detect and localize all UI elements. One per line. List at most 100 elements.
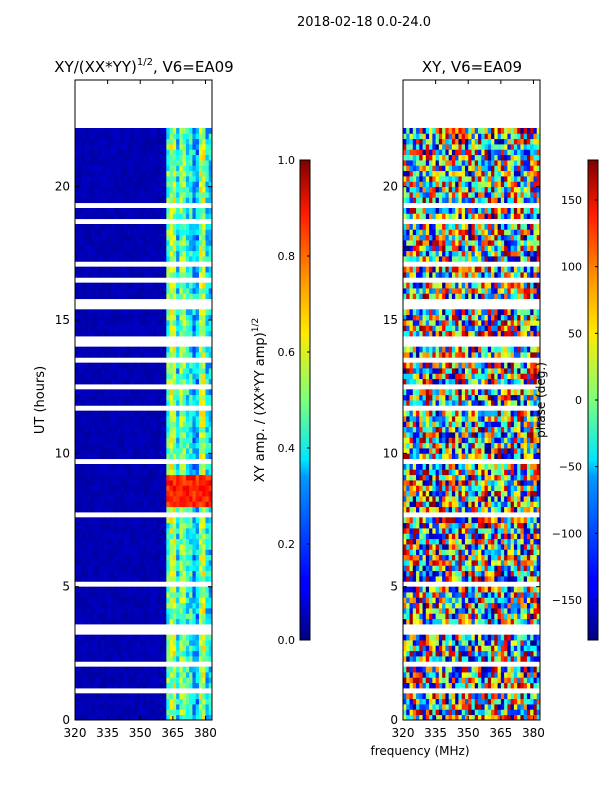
amplitude-cell [104, 186, 109, 193]
amplitude-cell [127, 597, 131, 604]
amplitude-cell [78, 480, 82, 486]
amplitude-cell [159, 709, 164, 716]
amplitude-cell [153, 714, 157, 721]
amplitude-cell [202, 213, 206, 220]
amplitude-cell [208, 346, 213, 353]
amplitude-cell [198, 618, 203, 625]
amplitude-cell [179, 640, 184, 646]
phase-cell [536, 704, 541, 710]
amplitude-cell [97, 576, 102, 582]
amplitude-cell [208, 544, 213, 550]
amplitude-cell [84, 133, 89, 140]
amplitude-cell [107, 672, 112, 678]
amplitude-cell [94, 373, 99, 380]
amplitude-cell [153, 549, 157, 556]
amplitude-cell [179, 672, 184, 678]
amplitude-cell [192, 368, 197, 374]
amplitude-cell [120, 197, 125, 204]
amplitude-cell [130, 197, 135, 204]
amplitude-cell [182, 138, 187, 145]
amplitude-cell [88, 314, 92, 321]
amplitude-cell [84, 469, 89, 476]
amplitude-cell [153, 394, 157, 401]
phase-cell [442, 618, 446, 625]
amplitude-cell [150, 560, 154, 566]
phase-cell [445, 645, 450, 652]
amplitude-cell [143, 186, 148, 193]
amplitude-cell [189, 176, 193, 182]
amplitude-cell [84, 186, 89, 193]
y-tick-label: 20 [55, 180, 70, 194]
phase-cell [416, 597, 420, 604]
amplitude-cell [195, 533, 200, 540]
phase-cell [504, 602, 508, 609]
phase-cell [487, 640, 492, 646]
amplitude-cell [91, 272, 95, 278]
amplitude-cell [97, 672, 102, 678]
amplitude-cell [91, 266, 95, 273]
amplitude-cell [163, 314, 167, 321]
amplitude-cell [114, 362, 118, 369]
amplitude-cell [81, 394, 86, 401]
amplitude-cell [159, 528, 164, 534]
amplitude-cell [182, 672, 187, 678]
amplitude-cell [94, 672, 99, 678]
phase-cell [455, 698, 459, 705]
amplitude-cell [159, 245, 164, 252]
amplitude-cell [117, 410, 122, 417]
amplitude-cell [81, 373, 86, 380]
phase-cell [500, 698, 505, 705]
amplitude-cell [75, 613, 79, 620]
amplitude-cell [123, 501, 128, 508]
amplitude-cell [81, 432, 86, 438]
amplitude-cell [205, 554, 210, 561]
amplitude-cell [153, 330, 157, 337]
amplitude-cell [150, 352, 154, 358]
amplitude-cell [192, 453, 197, 460]
amplitude-cell [159, 400, 164, 406]
amplitude-cell [156, 592, 161, 598]
amplitude-cell [169, 442, 174, 449]
amplitude-cell [107, 325, 112, 332]
amplitude-cell [150, 613, 154, 620]
amplitude-cell [133, 154, 138, 161]
phase-cell [455, 602, 459, 609]
amplitude-cell [159, 346, 164, 353]
amplitude-cell [179, 709, 184, 716]
amplitude-cell [136, 426, 141, 433]
phase-cell [504, 570, 508, 577]
amplitude-cell [189, 656, 193, 662]
phase-cell [530, 698, 534, 705]
phase-cell [435, 608, 440, 614]
amplitude-cell [150, 704, 154, 710]
phase-cell [491, 618, 495, 625]
amplitude-cell [130, 160, 135, 166]
phase-cell [429, 640, 433, 646]
phase-cell [419, 645, 423, 652]
amplitude-cell [185, 666, 190, 673]
amplitude-cell [117, 522, 122, 529]
phase-cell [409, 656, 414, 662]
y-tick-label: 15 [55, 313, 70, 327]
amplitude-cell [75, 421, 79, 428]
amplitude-cell [182, 490, 187, 497]
amplitude-cell [110, 666, 115, 673]
amplitude-cell [120, 672, 125, 678]
amplitude-cell [166, 448, 170, 454]
amplitude-cell [75, 224, 79, 230]
amplitude-cell [140, 410, 144, 417]
phase-cell [445, 592, 450, 598]
amplitude-cell [208, 496, 213, 502]
amplitude-cell [153, 309, 157, 316]
amplitude-cell [127, 410, 131, 417]
amplitude-cell [75, 234, 79, 241]
amplitude-cell [192, 645, 197, 652]
amplitude-cell [123, 256, 128, 262]
amplitude-cell [133, 490, 138, 497]
amplitude-cell [163, 709, 167, 716]
amplitude-cell [150, 149, 154, 156]
amplitude-cell [110, 138, 115, 145]
amplitude-cell [94, 416, 99, 422]
amplitude-cell [114, 250, 118, 257]
amplitude-cell [101, 256, 105, 262]
